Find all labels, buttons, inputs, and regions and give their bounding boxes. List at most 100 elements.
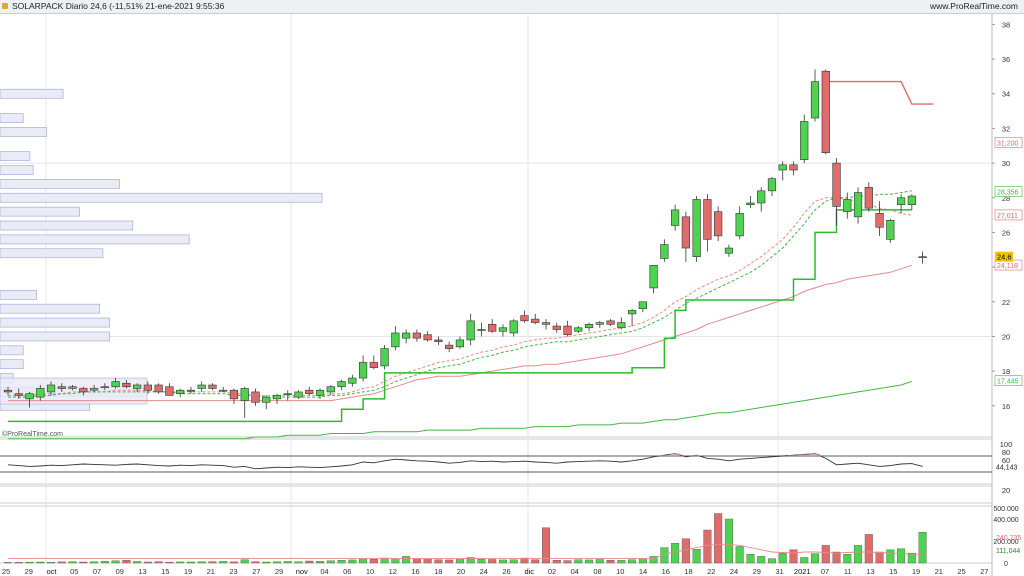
candle-body — [488, 324, 497, 332]
candle-body — [595, 322, 604, 325]
volume-bar — [789, 549, 798, 564]
candle — [272, 393, 282, 405]
volume-profile-bar — [0, 127, 47, 137]
volume-bar — [176, 561, 185, 564]
volume-profile-bar — [0, 289, 37, 300]
volume-profile-bar — [0, 234, 190, 245]
volume-bar — [283, 561, 292, 564]
candle-body — [3, 389, 13, 393]
candle-body — [143, 384, 152, 391]
volume-tick-label: 200.000 — [993, 539, 1018, 546]
candle-body — [315, 389, 325, 396]
candle-body — [789, 164, 798, 171]
candle — [832, 157, 841, 226]
candle-body — [46, 384, 56, 393]
instrument-icon[interactable] — [2, 3, 8, 9]
volume-bar — [886, 549, 895, 564]
candle-body — [853, 192, 863, 218]
volume-bar — [186, 561, 195, 564]
candle-body — [251, 391, 260, 403]
site-url[interactable]: www.ProRealTime.com — [929, 1, 1018, 11]
candle-body — [186, 389, 196, 392]
candle-body — [875, 213, 884, 228]
rsi-overbought-fill — [788, 455, 799, 456]
candle — [498, 324, 508, 337]
candle — [552, 322, 561, 333]
volume-bar — [229, 561, 238, 564]
candle-body — [477, 329, 486, 331]
y-tick-label: 22 — [1002, 298, 1010, 307]
candle-body — [757, 190, 766, 204]
volume-profile-bar — [0, 113, 24, 123]
x-tick-label: 05 — [70, 567, 78, 576]
volume-bar — [617, 560, 626, 564]
candle — [68, 384, 77, 391]
x-tick-label: 14 — [639, 567, 647, 576]
candle — [692, 196, 701, 262]
volume-bar — [455, 558, 464, 564]
y-tick-label: 26 — [1002, 228, 1010, 237]
volume-bar — [692, 549, 701, 564]
x-tick-label: 13 — [138, 567, 146, 576]
x-tick-label: 24 — [730, 567, 738, 576]
candle — [703, 194, 712, 252]
candle — [886, 218, 895, 243]
volume-bar — [412, 558, 421, 564]
candle — [229, 388, 239, 405]
volume-profile-bar — [0, 165, 34, 175]
volume-profile-bar — [0, 179, 120, 189]
candle — [208, 383, 217, 391]
volume-bar — [305, 560, 314, 564]
candle-body — [229, 389, 239, 400]
volume-bar — [143, 561, 152, 564]
volume-bar — [864, 534, 873, 564]
rsi-overbought-fill — [798, 454, 810, 456]
volume-bar — [757, 556, 766, 564]
y-tick-label: 30 — [1002, 159, 1010, 168]
volume-profile-bar — [0, 192, 323, 203]
volume-bar — [875, 551, 884, 564]
candle — [154, 383, 163, 394]
candle — [466, 313, 475, 346]
candle-body — [445, 344, 454, 349]
candle — [617, 317, 626, 330]
volume-bar — [638, 558, 647, 564]
candle-body — [498, 327, 508, 332]
candle-body — [154, 384, 163, 393]
x-tick-label: 16 — [662, 567, 670, 576]
x-tick-label: oct — [46, 567, 57, 576]
x-tick-label: 20 — [457, 567, 465, 576]
x-tick-label: 25 — [2, 567, 10, 576]
candle — [402, 329, 411, 344]
x-tick-label: 22 — [707, 567, 715, 576]
volume-bar — [423, 558, 432, 564]
volume-bar — [445, 559, 454, 564]
candle-body — [552, 325, 561, 330]
candle-body — [638, 301, 647, 310]
volume-bar — [251, 561, 260, 564]
candle — [778, 161, 787, 181]
candle-body — [348, 377, 357, 384]
volume-bar — [68, 561, 77, 564]
candle — [574, 326, 583, 333]
candle-body — [660, 244, 669, 259]
volume-bar — [531, 559, 540, 564]
volume-bar — [563, 560, 572, 564]
candle — [455, 336, 465, 349]
x-tick-label: 10 — [616, 567, 624, 576]
candle-body — [122, 382, 131, 388]
candle-body — [886, 219, 895, 240]
volume-bar — [649, 556, 658, 564]
candle — [305, 386, 314, 396]
candle — [789, 161, 798, 176]
candle — [714, 206, 723, 242]
candle-body — [391, 332, 400, 348]
volume-bar — [800, 557, 809, 564]
candle-body — [283, 393, 292, 395]
x-tick-label: 24 — [480, 567, 488, 576]
volume-bar — [380, 557, 389, 564]
candle — [810, 69, 820, 122]
lower-indicator-tick: 20 — [1002, 486, 1010, 495]
candle — [358, 355, 368, 382]
